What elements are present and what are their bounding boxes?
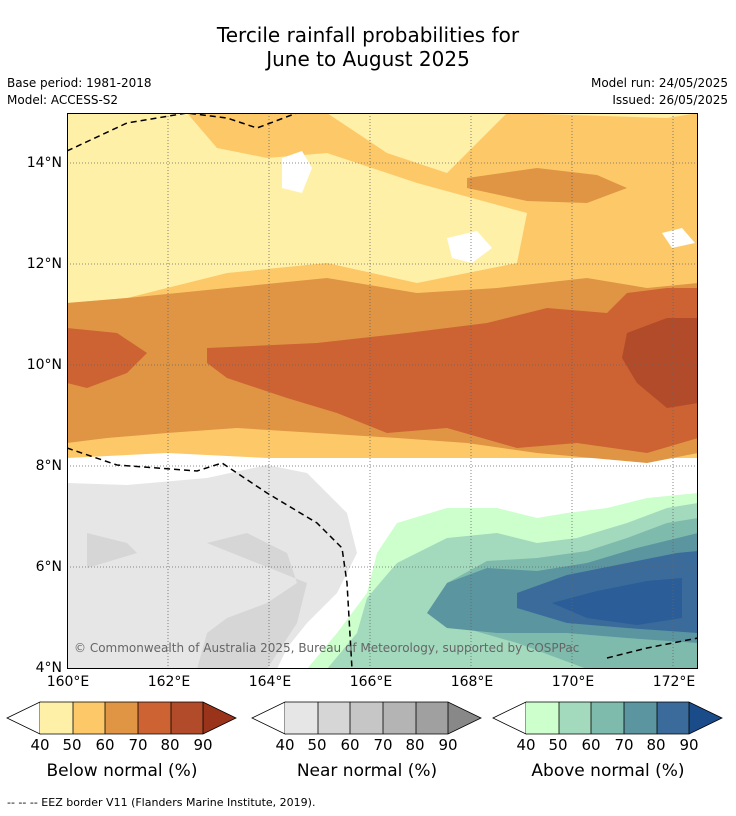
- white-hole-a: [282, 151, 312, 193]
- near-tick-50: 50: [307, 736, 327, 754]
- colorbar-above-normal-swatch-80: [657, 702, 689, 734]
- colorbar-above-normal-swatch-50: [559, 702, 591, 734]
- below-tick-50: 50: [62, 736, 82, 754]
- lon-label-172: 172°E: [652, 674, 696, 690]
- lat-label-14: 14°N: [26, 155, 62, 171]
- map-title-line2: June to August 2025: [266, 47, 470, 71]
- colorbar-near-normal-swatch-80: [416, 702, 448, 734]
- colorbar-below-normal-swatch-60: [105, 702, 138, 734]
- lat-label-6: 6°N: [35, 559, 62, 575]
- below-70-region: [67, 288, 698, 453]
- colorbar-above-normal-swatch-70: [624, 702, 657, 734]
- colorbar-near-normal-swatch-90: [448, 702, 481, 734]
- eez-border-south-west: [67, 447, 353, 669]
- below-tick-60: 60: [95, 736, 115, 754]
- lon-label-166: 166°E: [349, 674, 393, 690]
- above-tick-80: 80: [646, 736, 666, 754]
- lon-label-168: 168°E: [450, 674, 494, 690]
- model-run: Model run: 24/05/2025: [590, 76, 728, 90]
- below-60-patch: [467, 168, 627, 203]
- white-hole-c: [662, 228, 695, 248]
- near-tick-70: 70: [373, 736, 393, 754]
- colorbar-above-normal-swatch-40: [526, 702, 559, 734]
- issued-date: Issued: 26/05/2025: [612, 93, 728, 107]
- below-tick-40: 40: [30, 736, 50, 754]
- above-normal-title: Above normal (%): [531, 761, 685, 781]
- near-50-region: [87, 533, 307, 669]
- eez-border-legend: -- -- -- EEZ border V11 (Flanders Marine…: [7, 796, 316, 809]
- colorbar-near-normal: [251, 701, 482, 735]
- colorbar-above-normal-swatch-90: [689, 702, 722, 734]
- colorbar-below-normal-swatch-50: [73, 702, 105, 734]
- below-40-region: [67, 113, 698, 303]
- lat-label-10: 10°N: [26, 357, 62, 373]
- lon-label-162: 162°E: [147, 674, 191, 690]
- copyright-notice: © Commonwealth of Australia 2025, Bureau…: [74, 641, 580, 655]
- lat-label-12: 12°N: [26, 256, 62, 272]
- colorbar-below-normal: [6, 701, 237, 735]
- below-normal-title: Below normal (%): [46, 761, 198, 781]
- above-tick-50: 50: [548, 736, 568, 754]
- above-tick-60: 60: [581, 736, 601, 754]
- above-tick-40: 40: [516, 736, 536, 754]
- model-name: Model: ACCESS-S2: [7, 93, 119, 107]
- lat-label-4: 4°N: [35, 660, 62, 676]
- lon-label-164: 164°E: [248, 674, 292, 690]
- eez-border-north: [67, 113, 298, 152]
- colorbar-below-normal-swatch-90: [203, 702, 236, 734]
- white-gap: [67, 453, 698, 518]
- lat-label-8: 8°N: [35, 458, 62, 474]
- base-period: Base period: 1981-2018: [7, 76, 152, 90]
- colorbar-near-normal-swatch-70: [383, 702, 416, 734]
- colorbar-near-normal-swatch-50: [318, 702, 350, 734]
- above-90-region: [552, 578, 682, 625]
- map-plot: [67, 113, 698, 669]
- colorbar-below-normal-swatch-40: [40, 702, 73, 734]
- white-hole-b: [447, 231, 492, 263]
- near-tick-40: 40: [275, 736, 295, 754]
- colorbar-above-normal-swatch-60: [591, 702, 624, 734]
- below-80-region: [622, 318, 698, 408]
- colorbar-below-normal-swatch-70: [138, 702, 171, 734]
- above-tick-70: 70: [614, 736, 634, 754]
- below-tick-90: 90: [193, 736, 213, 754]
- lon-label-160: 160°E: [46, 674, 90, 690]
- colorbar-near-normal-swatch-40: [285, 702, 318, 734]
- near-normal-title: Near normal (%): [296, 761, 438, 781]
- lon-label-170: 170°E: [551, 674, 595, 690]
- below-tick-80: 80: [160, 736, 180, 754]
- colorbar-near-normal-swatch-60: [350, 702, 383, 734]
- near-tick-80: 80: [405, 736, 425, 754]
- near-tick-60: 60: [340, 736, 360, 754]
- above-tick-90: 90: [679, 736, 699, 754]
- colorbar-below-normal-swatch-80: [171, 702, 203, 734]
- colorbar-above-normal: [492, 701, 723, 735]
- near-tick-90: 90: [438, 736, 458, 754]
- eez-border-south-east: [606, 637, 698, 659]
- map-title-line1: Tercile rainfall probabilities for: [216, 23, 520, 47]
- below-tick-70: 70: [128, 736, 148, 754]
